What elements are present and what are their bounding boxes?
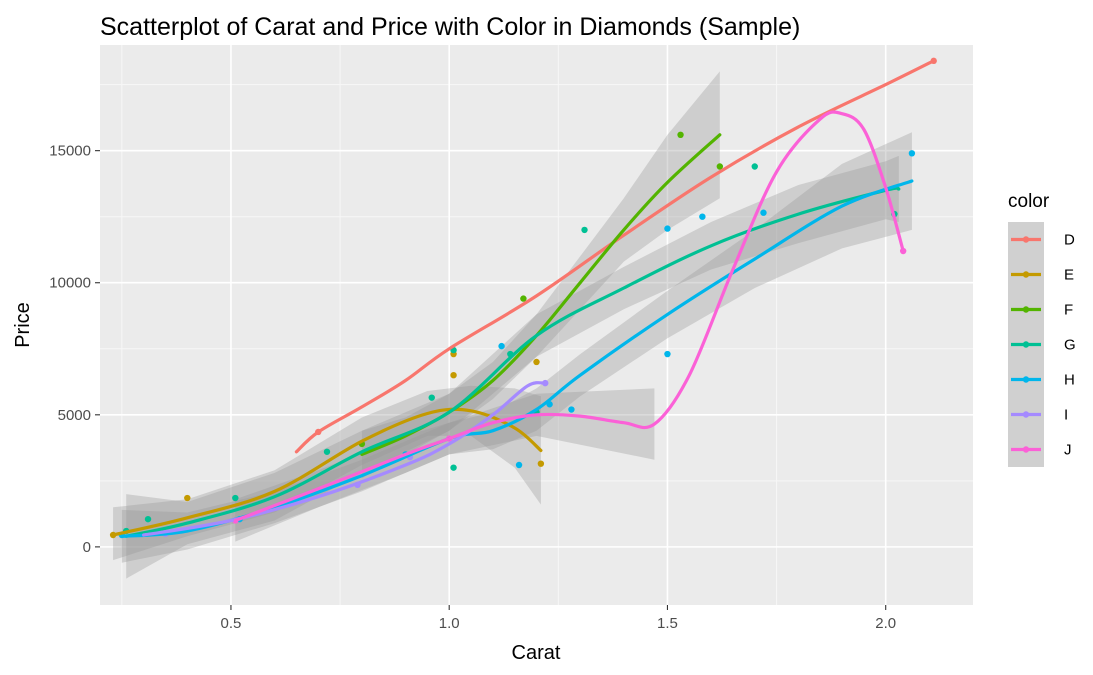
- y-tick-label: 15000: [49, 143, 91, 160]
- smooth-line-g: [124, 186, 901, 538]
- legend-key-point-e: [1022, 271, 1030, 278]
- point-e: [450, 371, 457, 379]
- x-tick-label: 1.5: [657, 615, 678, 632]
- point-e: [537, 460, 545, 467]
- x-tick-label: 1.0: [439, 615, 460, 632]
- legend-title: color: [1008, 191, 1050, 212]
- point-g: [751, 163, 758, 170]
- legend-label-g: G: [1064, 337, 1076, 354]
- legend-key-point-f: [1022, 306, 1030, 313]
- smooth-line-e: [111, 407, 543, 537]
- smooth-line-i: [142, 381, 547, 537]
- point-g: [232, 494, 239, 502]
- y-tick-label: 5000: [58, 407, 91, 424]
- legend-keys: D E F G H I J: [1008, 222, 1076, 467]
- smooth-line-j: [233, 110, 905, 523]
- point-h: [498, 342, 505, 350]
- y-tick-label: 0: [83, 539, 91, 556]
- chart-title: Scatterplot of Carat and Price with Colo…: [100, 13, 800, 41]
- x-axis-title: Carat: [512, 642, 561, 664]
- x-axis-ticks: 0.5 1.0 1.5 2.0: [221, 605, 896, 632]
- x-tick-label: 0.5: [221, 615, 242, 632]
- legend-key-point-i: [1022, 411, 1030, 418]
- legend-label-j: J: [1064, 442, 1072, 459]
- legend-label-i: I: [1064, 407, 1068, 424]
- point-g: [144, 515, 152, 523]
- y-axis-title: Price: [12, 302, 34, 348]
- point-h: [664, 225, 671, 232]
- legend-key-point-j: [1022, 446, 1030, 453]
- point-g: [428, 394, 435, 401]
- smooth-lines: [111, 59, 936, 538]
- legend-label-d: D: [1064, 232, 1075, 249]
- y-tick-label: 10000: [49, 275, 91, 292]
- y-axis-ticks: 0 5000 10000 15000: [49, 143, 100, 556]
- smooth-line-d: [294, 59, 936, 454]
- point-h: [699, 213, 706, 220]
- point-f: [677, 131, 684, 139]
- x-tick-label: 2.0: [875, 615, 896, 632]
- point-g: [581, 226, 588, 234]
- legend-label-f: F: [1064, 302, 1073, 319]
- legend-key-point-g: [1022, 341, 1030, 348]
- point-h: [760, 209, 767, 216]
- point-g: [450, 464, 457, 471]
- point-e: [533, 358, 540, 366]
- point-h: [568, 406, 575, 413]
- legend-label-h: H: [1064, 372, 1075, 389]
- legend-key-point-d: [1022, 236, 1030, 243]
- point-g: [323, 448, 331, 455]
- legend-label-e: E: [1064, 267, 1074, 284]
- point-e: [184, 494, 191, 502]
- ribbon-j: [235, 388, 655, 542]
- point-h: [664, 350, 671, 358]
- point-f: [716, 163, 724, 170]
- legend: color D E F G H I J: [1008, 191, 1076, 467]
- plot-panel: [100, 45, 973, 605]
- point-f: [520, 295, 527, 302]
- point-h: [908, 150, 916, 157]
- ribbon-e: [113, 385, 541, 561]
- legend-key-point-h: [1022, 376, 1030, 383]
- point-h: [515, 461, 523, 469]
